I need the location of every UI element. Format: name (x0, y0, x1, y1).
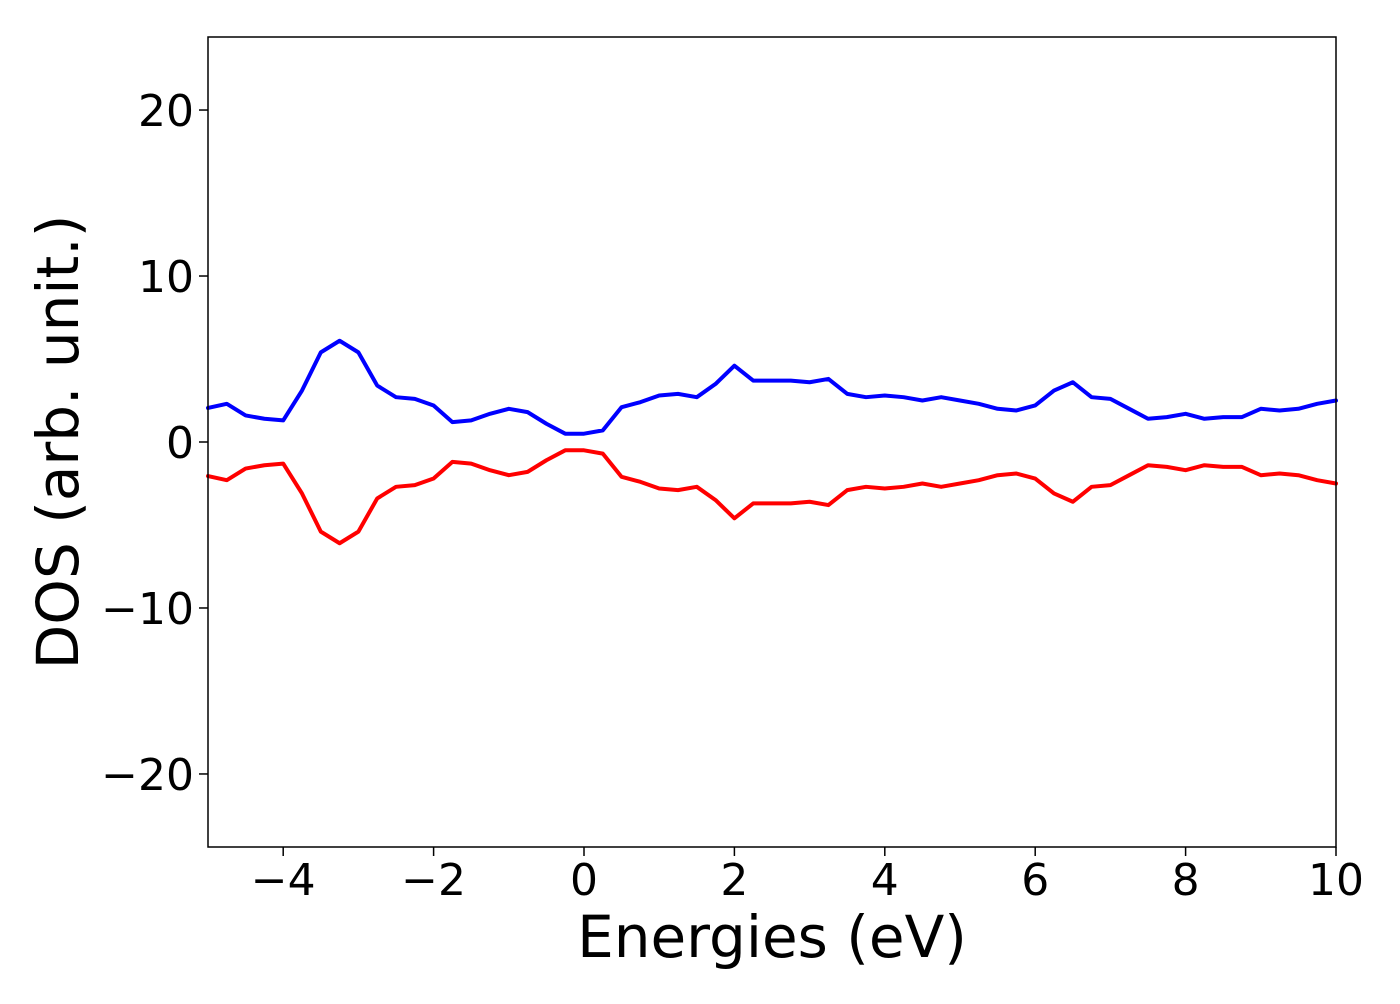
x-tick-label: 6 (1021, 855, 1049, 906)
y-tick-label: −10 (101, 584, 194, 635)
x-tick-label: −2 (401, 855, 466, 906)
x-tick-label: 0 (570, 855, 598, 906)
y-tick-label: −20 (101, 750, 194, 801)
x-tick-label: 8 (1172, 855, 1200, 906)
y-axis-label: DOS (arb. unit.) (24, 215, 92, 670)
x-tick-label: −4 (251, 855, 316, 906)
series-line (206, 448, 1338, 546)
plot-frame (207, 36, 1337, 848)
series-line (206, 338, 1338, 436)
x-axis-label: Energies (eV) (577, 903, 967, 971)
y-tick-label: 10 (138, 252, 194, 303)
y-tick-label: 20 (138, 86, 194, 137)
y-tick-label: 0 (166, 418, 194, 469)
x-tick-label: 4 (871, 855, 899, 906)
x-tick-label: 2 (720, 855, 748, 906)
x-tick-label: 10 (1308, 855, 1364, 906)
